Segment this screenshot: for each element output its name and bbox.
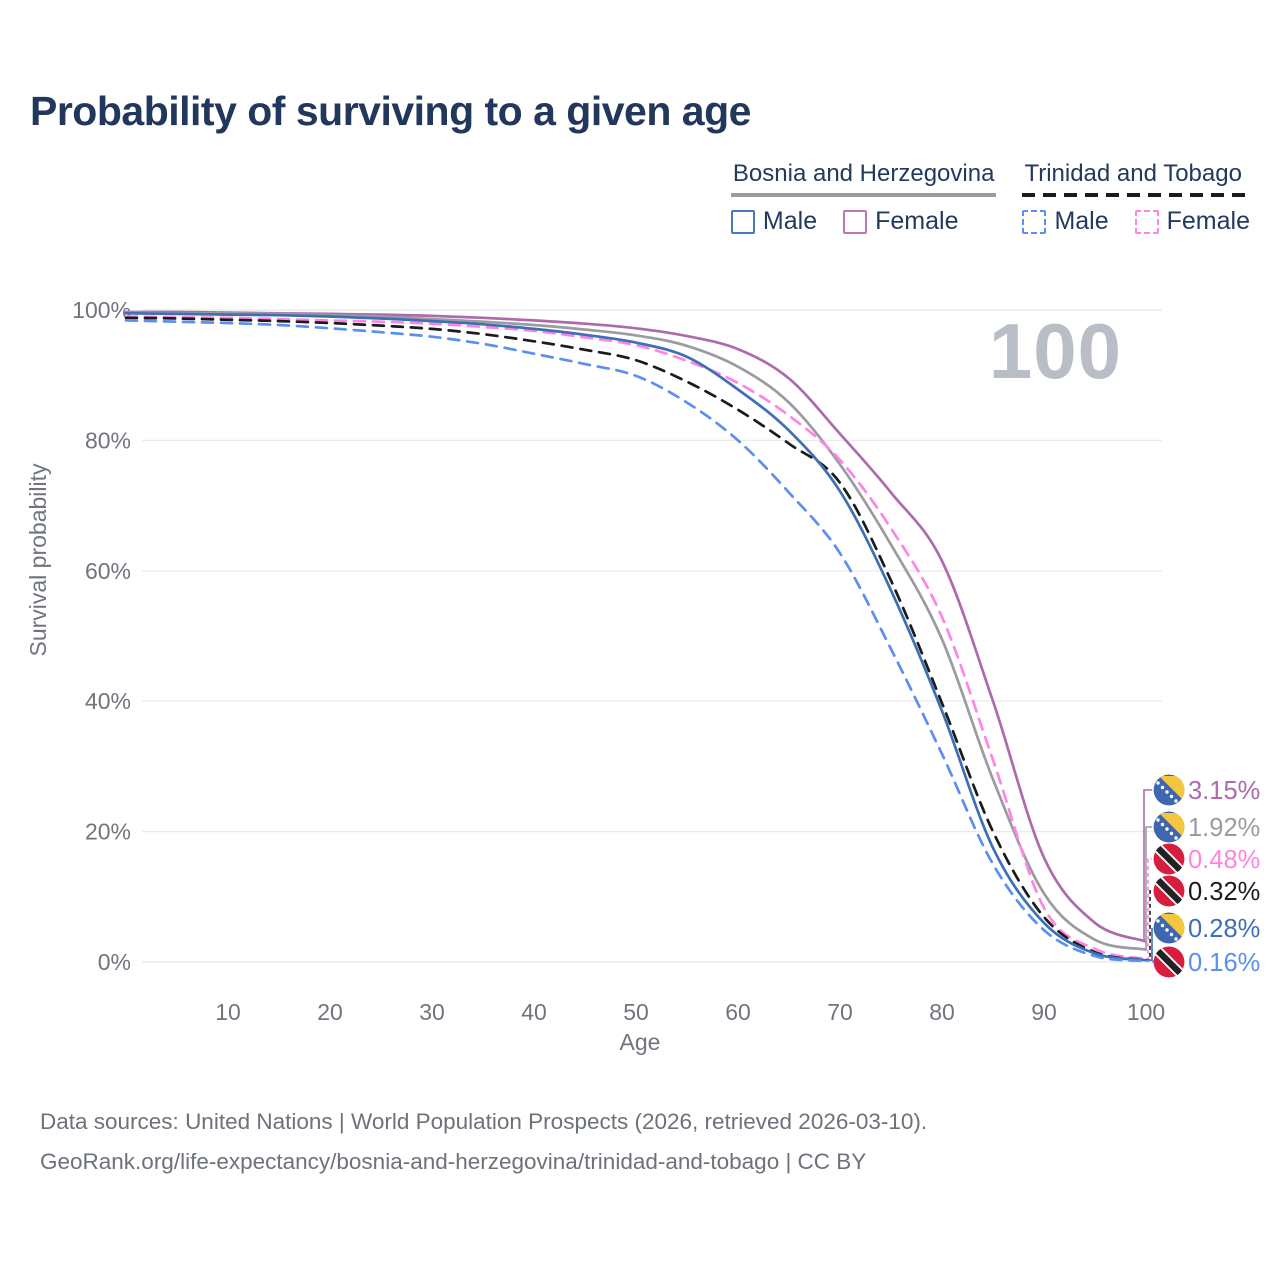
x-tick-label-50: 50 xyxy=(623,999,649,1025)
x-tick-label-40: 40 xyxy=(521,999,547,1025)
end-label-0.32%: 0.32% xyxy=(1188,878,1260,906)
end-label-1.92%: 1.92% xyxy=(1188,814,1260,842)
legend-item-trinidad-male[interactable]: Male xyxy=(1022,207,1109,236)
legend-country-trinidad: Trinidad and Tobago xyxy=(1024,160,1242,187)
legend-country-bosnia: Bosnia and Herzegovina xyxy=(732,160,995,187)
end-label-0.28%: 0.28% xyxy=(1188,915,1260,943)
x-tick-label-20: 20 xyxy=(317,999,343,1025)
legend-label-bosnia-female: Female xyxy=(875,207,959,235)
legend-items-trinidad: Male Female xyxy=(1022,207,1250,236)
x-tick-label-100: 100 xyxy=(1127,999,1165,1025)
x-tick-label-70: 70 xyxy=(827,999,853,1025)
curve-trinidad-and-tobago-male xyxy=(124,319,1148,963)
bosnia-flag-icon xyxy=(1153,774,1185,806)
y-tick-label-100: 100% xyxy=(72,297,131,323)
x-tick-label-90: 90 xyxy=(1031,999,1057,1025)
footer: Data sources: United Nations | World Pop… xyxy=(40,1102,927,1182)
legend-label-bosnia-male: Male xyxy=(762,207,818,235)
legend-group-bosnia: Bosnia and Herzegovina Male Female xyxy=(730,160,997,236)
curve-bosnia-and-herzegovina-male xyxy=(124,311,1148,962)
legend-label-trinidad-female: Female xyxy=(1166,207,1250,235)
legend-linestyle-bosnia xyxy=(730,193,997,197)
legend-item-bosnia-female[interactable]: Female xyxy=(843,207,958,236)
footer-data-sources: Data sources: United Nations | World Pop… xyxy=(40,1109,928,1134)
end-value-labels: 3.15% 1.92% 0.48% 0.32% 0.28% 0.16% xyxy=(1143,774,1260,978)
end-label-3.15%: 3.15% xyxy=(1188,777,1260,805)
x-tick-label-60: 60 xyxy=(725,999,751,1025)
end-label-0.48%: 0.48% xyxy=(1188,846,1260,874)
y-tick-label-20: 20% xyxy=(85,819,131,845)
axis-labels: 0% 20% 40% 60% 80% 100% 10 20 30 40 50 60 70 80 90 100 A… xyxy=(25,297,1165,1055)
y-tick-label-40: 40% xyxy=(85,688,131,714)
trinidad-flag-icon xyxy=(1153,946,1185,978)
legend-items-bosnia: Male Female xyxy=(730,207,997,236)
age-indicator-text: 100 xyxy=(989,307,1122,395)
trinidad-flag-icon xyxy=(1153,875,1185,907)
swatch-trinidad-female xyxy=(1134,209,1159,234)
legend-item-trinidad-female[interactable]: Female xyxy=(1134,207,1250,236)
label-connector-1.92% xyxy=(1145,826,1152,950)
y-tick-label-0: 0% xyxy=(98,949,131,975)
swatch-bosnia-male xyxy=(730,209,755,234)
x-tick-label-30: 30 xyxy=(419,999,445,1025)
bosnia-flag-icon xyxy=(1153,811,1185,843)
swatch-bosnia-female xyxy=(843,209,868,234)
legend-group-trinidad: Trinidad and Tobago Male Female xyxy=(1022,160,1250,236)
page-title: Probability of surviving to a given age xyxy=(30,88,751,134)
y-tick-label-60: 60% xyxy=(85,558,131,584)
label-connector-0.28% xyxy=(1146,928,1153,961)
trinidad-flag-icon xyxy=(1153,843,1185,875)
footer-source-url: GeoRank.org/life-expectancy/bosnia-and-h… xyxy=(40,1149,867,1174)
legend-item-bosnia-male[interactable]: Male xyxy=(730,207,818,236)
y-axis-title: Survival probability xyxy=(25,463,51,657)
x-axis-title: Age xyxy=(620,1029,661,1055)
legend-label-trinidad-male: Male xyxy=(1054,207,1109,235)
x-tick-label-10: 10 xyxy=(215,999,241,1025)
label-connector-3.15% xyxy=(1143,789,1152,943)
bosnia-flag-icon xyxy=(1153,912,1185,944)
age-indicator-watermark: 100 xyxy=(989,307,1122,395)
survival-probability-chart: 0% 20% 40% 60% 80% 100% 10 20 30 40 50 60 70 80 90 100 A… xyxy=(25,297,1260,1055)
label-connector-0.48% xyxy=(1146,858,1152,960)
gridlines xyxy=(142,309,1162,963)
survival-curves xyxy=(124,310,1148,963)
swatch-trinidad-male xyxy=(1022,209,1047,234)
x-tick-label-80: 80 xyxy=(929,999,955,1025)
end-label-0.16%: 0.16% xyxy=(1188,949,1260,977)
legend: Bosnia and Herzegovina Male Female Trini… xyxy=(730,160,1250,236)
curve-trinidad-and-tobago xyxy=(124,316,1148,962)
legend-linestyle-trinidad xyxy=(1022,193,1250,197)
y-tick-label-80: 80% xyxy=(85,427,131,453)
curve-trinidad-and-tobago-female xyxy=(124,315,1148,961)
curve-bosnia-and-herzegovina xyxy=(124,311,1148,951)
